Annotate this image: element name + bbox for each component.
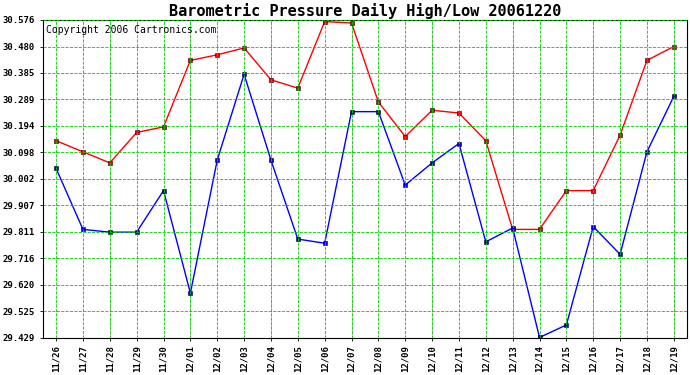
Text: Copyright 2006 Cartronics.com: Copyright 2006 Cartronics.com — [46, 25, 216, 35]
Title: Barometric Pressure Daily High/Low 20061220: Barometric Pressure Daily High/Low 20061… — [169, 3, 561, 19]
